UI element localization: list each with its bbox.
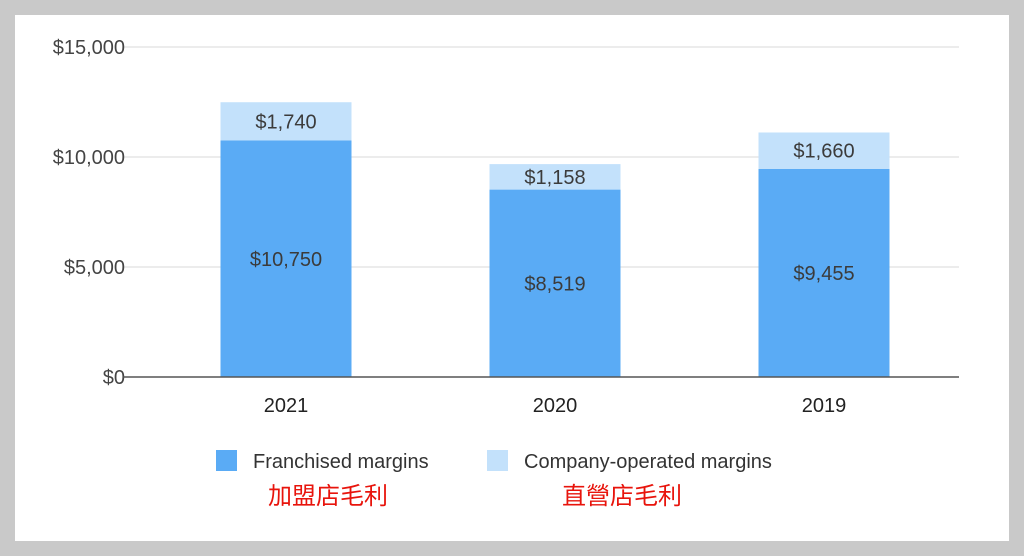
data-label: $10,750 — [250, 249, 322, 271]
legend: Franchised margins 加盟店毛利 Company-operated … — [216, 450, 772, 510]
legend-label: Company-operated margins — [524, 451, 772, 473]
x-axis-ticks: 2021 2020 2019 — [264, 395, 847, 417]
legend-swatch — [487, 450, 508, 471]
bar-company-operated — [489, 164, 621, 190]
x-tick-label: 2020 — [533, 395, 578, 417]
stacked-bar-chart: $0 $5,000 $10,000 $15,000 $10,750 $1,740 $8,5… — [53, 37, 959, 510]
annotation-text: 直營店毛利 — [562, 482, 682, 510]
data-label: $8,519 — [524, 273, 585, 295]
y-tick-label: $0 — [103, 367, 125, 389]
chart-card: $0 $5,000 $10,000 $15,000 $10,750 $1,740 $8,5… — [15, 15, 1009, 541]
y-tick-label: $5,000 — [64, 257, 125, 279]
data-label: $1,660 — [793, 141, 854, 163]
bar-franchised — [220, 140, 352, 377]
bar-franchised — [758, 168, 890, 377]
bar-company-operated — [758, 132, 890, 169]
data-label: $1,158 — [524, 167, 585, 189]
x-tick-label: 2021 — [264, 395, 309, 417]
y-tick-label: $15,000 — [53, 37, 125, 59]
data-label: $1,740 — [255, 111, 316, 133]
y-axis-ticks: $0 $5,000 $10,000 $15,000 — [53, 37, 125, 389]
annotation-text: 加盟店毛利 — [268, 482, 388, 510]
legend-swatch — [216, 450, 237, 471]
y-tick-label: $10,000 — [53, 147, 125, 169]
bar-company-operated — [220, 102, 352, 141]
x-tick-label: 2019 — [802, 395, 847, 417]
bar-franchised — [489, 189, 621, 377]
data-label: $9,455 — [793, 263, 854, 285]
bars: $10,750 $1,740 $8,519 $1,158 $9,455 $1,660 — [220, 102, 890, 377]
legend-label: Franchised margins — [253, 451, 429, 473]
